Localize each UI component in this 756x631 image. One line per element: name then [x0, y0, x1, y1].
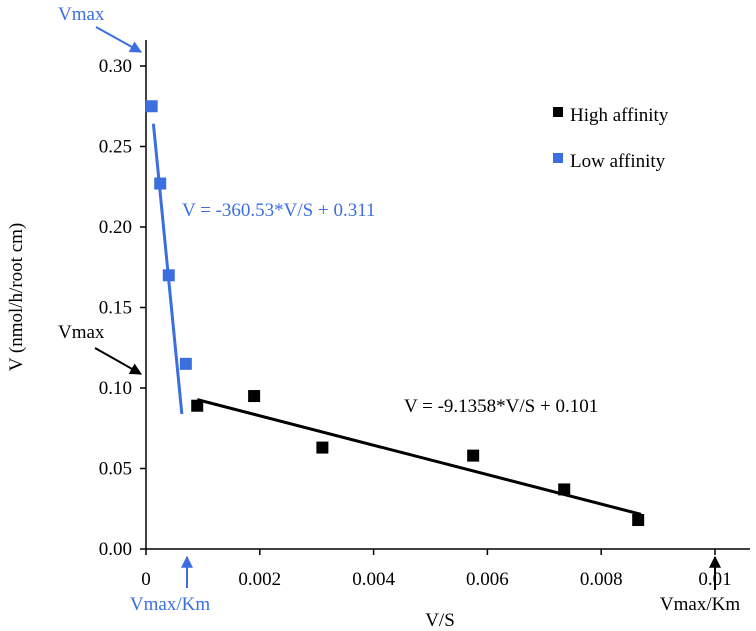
vmax-km-high-label: Vmax/Km [660, 594, 740, 615]
y-ticks: 0.00 0.05 0.10 0.15 0.20 0.25 0.30 [99, 56, 146, 560]
point-low-affinity [162, 269, 175, 282]
data-points [145, 100, 645, 527]
legend-marker-high-affinity [553, 107, 563, 117]
point-high-affinity [191, 399, 204, 412]
y-tick-label: 0.15 [99, 298, 132, 319]
legend-label-low-affinity: Low affinity [570, 151, 666, 172]
legend-marker-low-affinity [553, 153, 563, 163]
x-tick-label: 0 [141, 569, 151, 590]
point-high-affinity [467, 449, 480, 462]
trendline-low-affinity [151, 123, 184, 415]
y-axis-title: V (nmol/h/root cm) [6, 223, 27, 371]
legend: High affinity Low affinity [553, 105, 669, 172]
vmax-km-low-label: Vmax/Km [130, 594, 210, 615]
x-tick-label: 0.006 [466, 569, 509, 590]
high-affinity-equation: V = -9.1358*V/S + 0.101 [404, 396, 598, 417]
trendlines [151, 123, 642, 516]
low-affinity-equation: V = -360.53*V/S + 0.311 [182, 200, 376, 221]
vmax-low-arrow [95, 26, 143, 53]
x-axis-title: V/S [425, 610, 455, 631]
y-tick-label: 0.30 [99, 56, 132, 77]
y-tick-label: 0.05 [99, 459, 132, 480]
annotations: Vmax Vmax Vmax/Km Vmax/Km [58, 4, 740, 615]
y-tick-label: 0.25 [99, 137, 132, 158]
vmax-high-arrow [94, 347, 143, 375]
x-tick-label: 0.008 [580, 569, 623, 590]
point-high-affinity [558, 483, 571, 496]
point-high-affinity [632, 514, 645, 527]
point-high-affinity [316, 441, 329, 454]
vmax-high-label: Vmax [58, 322, 105, 343]
y-tick-label: 0.10 [99, 378, 132, 399]
x-ticks: 0 0.002 0.004 0.006 0.008 0.01 [141, 549, 732, 590]
x-tick-label: 0.002 [238, 569, 281, 590]
y-tick-label: 0.20 [99, 217, 132, 238]
point-low-affinity [145, 100, 158, 113]
plot-area: 0.00 0.05 0.10 0.15 0.20 0.25 0.30 0 0.002 0.004… [99, 40, 750, 590]
point-low-affinity [154, 177, 167, 190]
point-low-affinity [179, 357, 192, 370]
point-high-affinity [248, 390, 261, 403]
x-tick-label: 0.004 [352, 569, 395, 590]
y-tick-label: 0.00 [99, 539, 132, 560]
legend-label-high-affinity: High affinity [570, 105, 669, 126]
vmax-low-label: Vmax [58, 4, 105, 25]
